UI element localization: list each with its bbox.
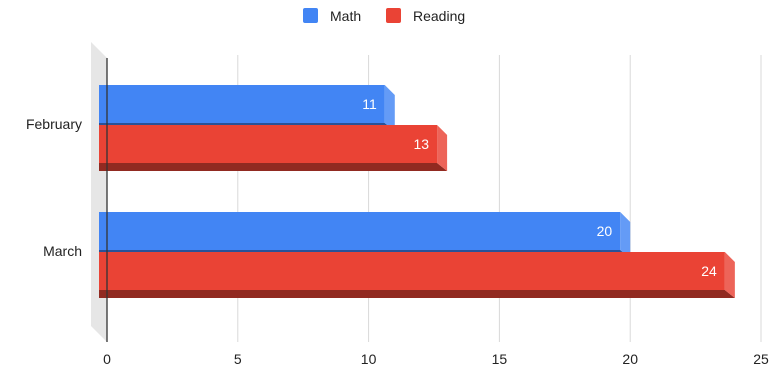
bar-shadow-reading bbox=[99, 163, 448, 171]
x-tick-label: 15 bbox=[492, 351, 508, 367]
bar-end-math bbox=[384, 85, 395, 131]
x-tick-label: 10 bbox=[361, 351, 377, 367]
bar-math bbox=[99, 212, 621, 250]
y-category-label: March bbox=[43, 243, 82, 259]
bar-math bbox=[99, 85, 385, 123]
bar-end-highlight bbox=[437, 125, 448, 171]
bar-end-highlight bbox=[620, 212, 631, 258]
x-tick-label: 0 bbox=[103, 351, 111, 367]
legend-label-reading: Reading bbox=[413, 8, 465, 24]
bar-reading bbox=[99, 252, 725, 290]
y-category-label: February bbox=[26, 116, 82, 132]
data-label: 11 bbox=[362, 96, 377, 112]
axes: 0 5 10 15 20 25 February March bbox=[26, 58, 769, 367]
bar-shadow-reading bbox=[99, 290, 735, 298]
data-label: 20 bbox=[597, 223, 613, 239]
legend: Math Reading bbox=[303, 8, 465, 24]
bar-end-highlight bbox=[724, 252, 735, 298]
legend-swatch-reading bbox=[386, 8, 401, 23]
x-tick-label: 25 bbox=[753, 351, 769, 367]
data-label: 13 bbox=[414, 136, 430, 152]
bar-end-math bbox=[620, 212, 631, 258]
bars: 11 13 20 24 bbox=[99, 85, 735, 298]
bar-end-highlight bbox=[384, 85, 395, 131]
bar-reading bbox=[99, 125, 438, 163]
x-tick-label: 20 bbox=[622, 351, 638, 367]
legend-swatch-math bbox=[303, 8, 318, 23]
bar-end-reading bbox=[724, 252, 735, 298]
bar-end-reading bbox=[437, 125, 448, 171]
legend-label-math: Math bbox=[330, 8, 361, 24]
x-tick-label: 5 bbox=[234, 351, 242, 367]
data-label: 24 bbox=[701, 263, 717, 279]
